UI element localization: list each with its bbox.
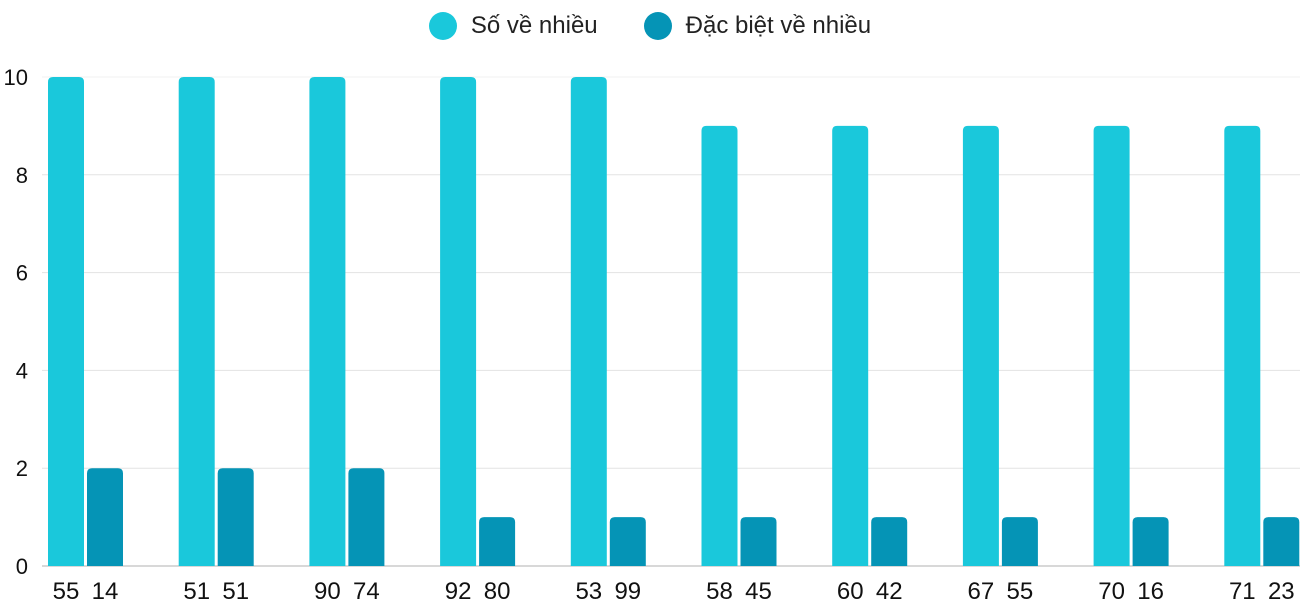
x-tick-label: 23 bbox=[1268, 578, 1295, 600]
y-tick-label: 0 bbox=[16, 554, 28, 579]
bar-dac-biet-ve-nhieu bbox=[217, 468, 254, 566]
x-tick-label: 60 bbox=[837, 578, 864, 600]
bar-so-ve-nhieu bbox=[1093, 125, 1130, 567]
bar-so-ve-nhieu bbox=[309, 77, 346, 566]
bar-so-ve-nhieu bbox=[1224, 125, 1261, 567]
legend-label: Số về nhiều bbox=[470, 12, 598, 39]
x-tick-label: 51 bbox=[183, 578, 210, 600]
x-tick-label: 45 bbox=[745, 578, 772, 600]
bar-dac-biet-ve-nhieu bbox=[1132, 517, 1169, 566]
y-tick-label: 4 bbox=[16, 358, 28, 383]
y-tick-label: 10 bbox=[4, 65, 28, 90]
legend-item-dac-biet-ve-nhieu[interactable]: Đặc biệt về nhiều bbox=[643, 12, 872, 40]
x-tick-label: 55 bbox=[53, 578, 80, 600]
x-tick-label: 14 bbox=[92, 578, 119, 600]
bar-so-ve-nhieu bbox=[962, 125, 999, 567]
bar-so-ve-nhieu bbox=[440, 77, 477, 566]
x-tick-label: 74 bbox=[353, 578, 380, 600]
x-tick-label: 99 bbox=[614, 578, 641, 600]
x-tick-label: 58 bbox=[706, 578, 733, 600]
x-tick-label: 80 bbox=[484, 578, 511, 600]
x-tick-label: 70 bbox=[1098, 578, 1125, 600]
y-tick-label: 2 bbox=[16, 456, 28, 481]
legend-label: Đặc biệt về nhiều bbox=[685, 12, 872, 39]
x-tick-label: 42 bbox=[876, 578, 903, 600]
x-tick-label: 71 bbox=[1229, 578, 1256, 600]
y-tick-label: 8 bbox=[16, 163, 28, 188]
x-tick-label: 92 bbox=[445, 578, 472, 600]
x-tick-label: 67 bbox=[968, 578, 995, 600]
x-tick-label: 53 bbox=[575, 578, 602, 600]
x-tick-label: 51 bbox=[222, 578, 249, 600]
bar-dac-biet-ve-nhieu bbox=[609, 517, 646, 566]
y-tick-label: 6 bbox=[16, 261, 28, 286]
bar-so-ve-nhieu bbox=[701, 125, 738, 567]
bar-dac-biet-ve-nhieu bbox=[87, 468, 123, 566]
x-tick-label: 55 bbox=[1007, 578, 1034, 600]
bar-dac-biet-ve-nhieu bbox=[479, 517, 516, 566]
bar-so-ve-nhieu bbox=[832, 125, 869, 567]
bar-so-ve-nhieu bbox=[178, 77, 215, 566]
bar-dac-biet-ve-nhieu bbox=[1001, 517, 1038, 566]
bar-dac-biet-ve-nhieu bbox=[871, 517, 908, 566]
bar-dac-biet-ve-nhieu bbox=[348, 468, 385, 566]
legend-dot-icon bbox=[428, 12, 457, 40]
bar-dac-biet-ve-nhieu bbox=[740, 517, 777, 566]
bar-dac-biet-ve-nhieu bbox=[1263, 517, 1300, 566]
legend-item-so-ve-nhieu[interactable]: Số về nhiều bbox=[428, 12, 598, 40]
legend: Số về nhiều Đặc biệt về nhiều bbox=[0, 12, 1300, 40]
bar-so-ve-nhieu bbox=[570, 77, 607, 566]
bar-so-ve-nhieu bbox=[48, 77, 84, 566]
legend-dot-icon bbox=[643, 12, 672, 40]
x-tick-label: 90 bbox=[314, 578, 341, 600]
x-tick-label: 16 bbox=[1137, 578, 1164, 600]
